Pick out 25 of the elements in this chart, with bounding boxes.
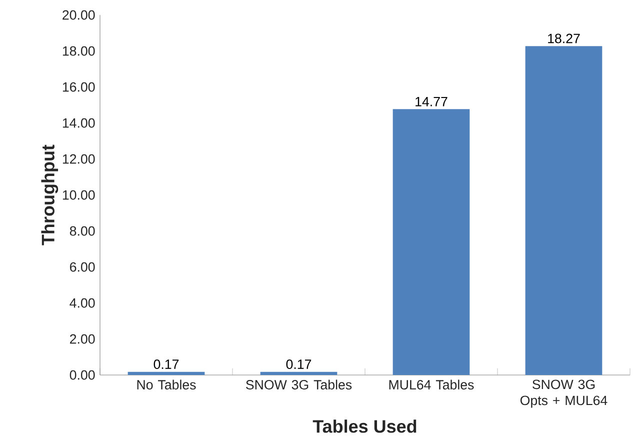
- y-tick-label: 14.00: [62, 118, 95, 128]
- y-tick-label: 0.00: [70, 370, 95, 380]
- y-tick-label: 18.00: [62, 46, 95, 56]
- x-tick-label: SNOW 3G Tables: [246, 380, 352, 390]
- y-tick-label: 12.00: [62, 154, 95, 164]
- y-tick-label: 8.00: [70, 226, 95, 236]
- bar: [392, 109, 470, 375]
- bar: [128, 372, 205, 375]
- x-axis-title: Tables Used: [312, 420, 416, 433]
- y-tick-label: 4.00: [70, 298, 95, 308]
- x-tick-label: MUL64 Tables: [389, 380, 474, 390]
- y-tick-label: 2.00: [70, 334, 95, 344]
- bar: [525, 46, 602, 375]
- data-label: 18.27: [548, 34, 580, 44]
- y-axis-title: Throughput: [41, 144, 58, 246]
- data-label: 14.77: [416, 97, 448, 106]
- y-tick-label: 20.00: [62, 10, 95, 20]
- y-tick-label: 16.00: [62, 82, 95, 92]
- data-label: 0.17: [286, 360, 312, 369]
- y-tick-label: 10.00: [62, 190, 95, 200]
- data-label: 0.17: [154, 360, 179, 369]
- x-tick-label: SNOW 3G Opts + MUL64: [520, 380, 608, 408]
- y-tick-label: 6.00: [70, 262, 95, 272]
- x-tick-label: No Tables: [137, 380, 196, 390]
- bar: [260, 372, 338, 375]
